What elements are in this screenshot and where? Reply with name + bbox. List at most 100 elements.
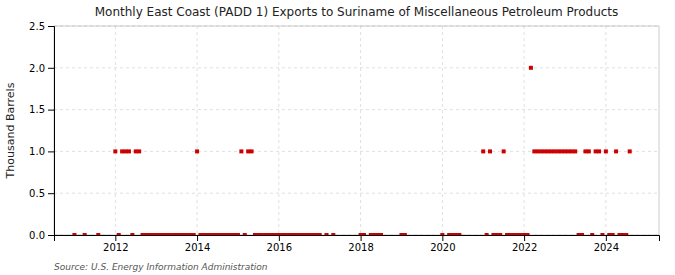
point — [301, 233, 305, 235]
point — [290, 233, 294, 235]
plot: 20122014201620182020202220240.00.51.01.5… — [29, 21, 659, 253]
tick-label: 2016 — [267, 242, 292, 253]
point — [137, 149, 141, 153]
point — [505, 233, 509, 235]
tick: 1.0 — [29, 146, 54, 157]
point — [270, 233, 274, 235]
tick-label: 0.5 — [29, 188, 45, 199]
grid-line — [115, 26, 116, 235]
point — [597, 149, 601, 153]
point — [498, 233, 502, 235]
tick: 2.0 — [29, 63, 54, 74]
point — [325, 233, 329, 235]
point — [124, 149, 128, 153]
point — [614, 149, 618, 153]
grid-line — [442, 26, 443, 235]
grid-line — [54, 67, 659, 68]
point — [181, 233, 185, 235]
point — [243, 233, 247, 235]
points — [72, 66, 631, 235]
point — [491, 233, 495, 235]
point — [96, 233, 100, 235]
axis-line — [48, 27, 55, 236]
point — [236, 233, 240, 235]
point — [219, 233, 223, 235]
point — [134, 149, 138, 153]
tick-label: 2012 — [103, 242, 128, 253]
point — [192, 233, 196, 235]
tick-mark — [279, 235, 280, 241]
point — [556, 149, 560, 153]
point — [229, 233, 233, 235]
tick: 2014 — [185, 235, 210, 253]
point — [253, 233, 257, 235]
point — [539, 149, 543, 153]
point — [512, 233, 516, 235]
tick-mark — [48, 193, 54, 194]
tick: 2012 — [103, 235, 128, 253]
point — [205, 233, 209, 235]
point — [488, 149, 492, 153]
point — [127, 149, 131, 153]
point — [546, 149, 550, 153]
point — [273, 233, 277, 235]
tick-label: 1.0 — [29, 146, 45, 157]
point — [233, 233, 237, 235]
point — [553, 149, 557, 153]
point — [117, 233, 121, 235]
tick-mark — [48, 26, 54, 27]
tick-mark — [48, 110, 54, 111]
point — [280, 233, 284, 235]
point — [304, 233, 308, 235]
plot-frame — [54, 26, 659, 235]
point — [566, 149, 570, 153]
point — [611, 233, 615, 235]
grid-line — [54, 109, 659, 110]
point — [287, 233, 291, 235]
point — [604, 149, 608, 153]
y-axis: 0.00.51.01.52.02.5 — [29, 21, 54, 241]
tick-mark — [115, 235, 116, 241]
point — [403, 233, 407, 235]
tick-mark — [361, 235, 362, 241]
point — [307, 233, 311, 235]
point — [628, 149, 632, 153]
tick: 2020 — [430, 235, 455, 253]
point — [222, 233, 226, 235]
point — [267, 233, 271, 235]
point — [250, 149, 254, 153]
tick-mark — [524, 235, 525, 241]
tick: 2024 — [594, 235, 619, 253]
point — [209, 233, 213, 235]
point — [621, 233, 625, 235]
point — [399, 233, 403, 235]
tick-label: 1.5 — [29, 104, 45, 115]
point — [226, 233, 230, 235]
point — [600, 233, 604, 235]
point — [624, 233, 628, 235]
grid-line — [278, 26, 279, 235]
point — [260, 233, 264, 235]
tick-mark — [606, 235, 607, 241]
tick-label: 2014 — [185, 242, 210, 253]
point — [376, 233, 380, 235]
chart: 20122014201620182020202220240.00.51.01.5… — [0, 0, 675, 275]
tick: 2016 — [267, 235, 292, 253]
point — [318, 233, 322, 235]
tick-mark — [48, 151, 54, 152]
point — [161, 233, 165, 235]
point — [168, 233, 172, 235]
point — [113, 149, 117, 153]
tick: 2022 — [512, 235, 537, 253]
point — [212, 233, 216, 235]
point — [185, 233, 189, 235]
tick-label: 2018 — [348, 242, 373, 253]
point — [359, 233, 363, 235]
point — [246, 149, 250, 153]
point — [563, 149, 567, 153]
grid-line — [54, 193, 659, 194]
point — [577, 233, 581, 235]
point — [580, 233, 584, 235]
point — [526, 233, 530, 235]
point — [583, 149, 587, 153]
